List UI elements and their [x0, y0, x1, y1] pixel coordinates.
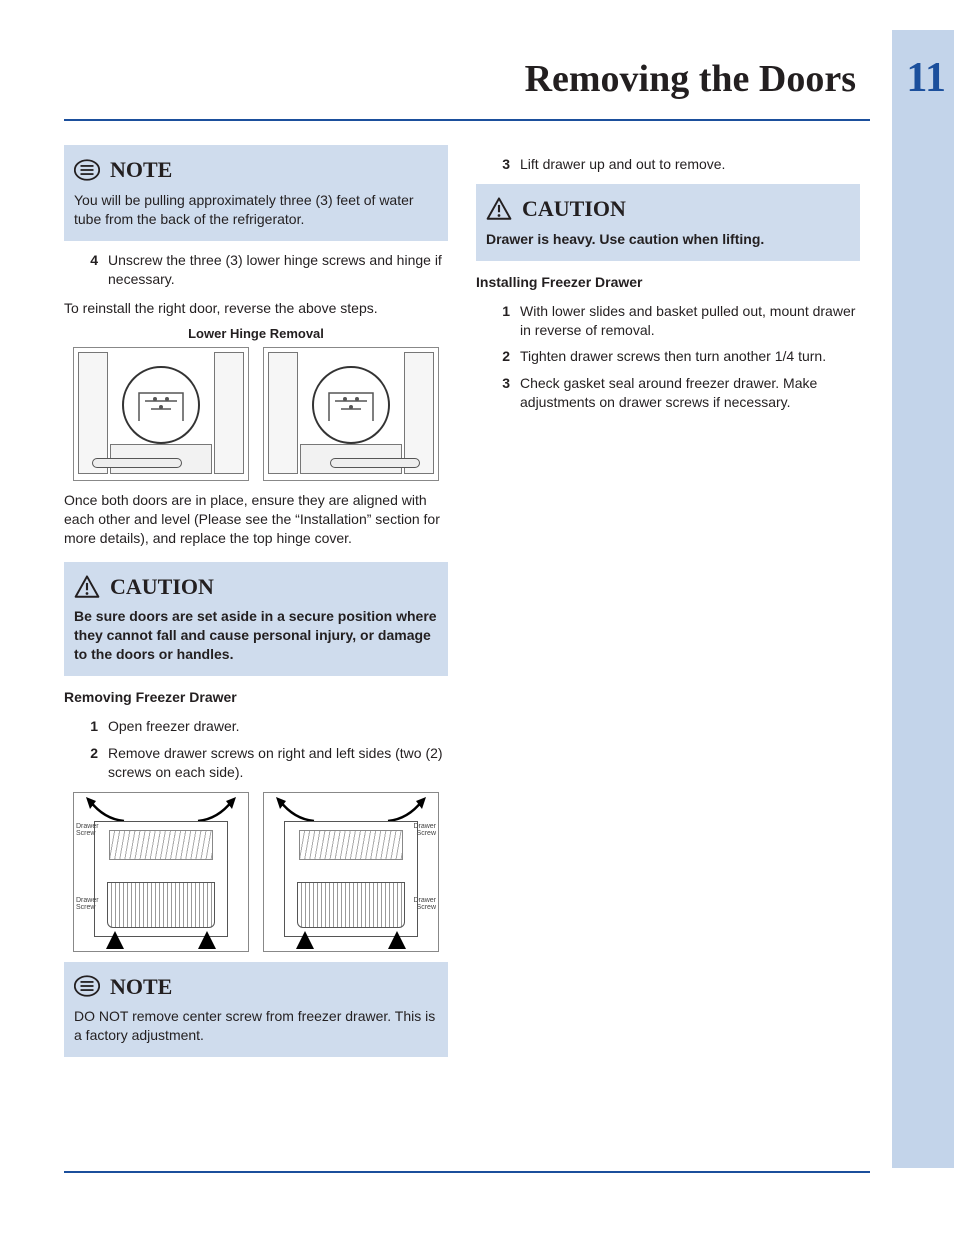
page-number: 11 [906, 50, 946, 107]
caution-heading: CAUTION [486, 194, 850, 224]
caution-label: CAUTION [110, 572, 214, 602]
list-item: 4 Unscrew the three (3) lower hinge scre… [64, 251, 448, 289]
note-heading: NOTE [74, 972, 438, 1002]
step-text: Open freezer drawer. [108, 717, 240, 736]
screw-label: Drawer Screw [76, 897, 104, 911]
page: 11 Removing the Doors NOTE You will be p… [0, 0, 954, 1235]
step-text: Check gasket seal around freezer drawer.… [520, 374, 860, 412]
step-text: Tighten drawer screws then turn another … [520, 347, 826, 366]
screw-label: Drawer Screw [76, 823, 104, 837]
note-icon [74, 973, 100, 999]
note-callout-2: NOTE DO NOT remove center screw from fre… [64, 962, 448, 1057]
caution-icon [74, 574, 100, 600]
caution-body: Be sure doors are set aside in a secure … [74, 607, 438, 664]
list-item: 1 Open freezer drawer. [64, 717, 448, 736]
footer-rule [64, 1171, 870, 1173]
list-item: 2 Tighten drawer screws then turn anothe… [476, 347, 860, 366]
reinstall-para: To reinstall the right door, reverse the… [64, 299, 448, 318]
list-item: 1 With lower slides and basket pulled ou… [476, 302, 860, 340]
hinge-figure-right [263, 347, 439, 481]
step-number: 3 [496, 374, 510, 412]
installing-drawer-heading: Installing Freezer Drawer [476, 273, 860, 292]
right-column: 3 Lift drawer up and out to remove. CAUT… [476, 145, 860, 1061]
note-body: You will be pulling approximately three … [74, 191, 438, 229]
header-rule [64, 119, 870, 121]
step-number: 2 [84, 744, 98, 782]
list-item: 3 Check gasket seal around freezer drawe… [476, 374, 860, 412]
list-item: 3 Lift drawer up and out to remove. [476, 155, 860, 174]
align-para: Once both doors are in place, ensure the… [64, 491, 448, 548]
drawer-figure-right: Drawer Screw Drawer Screw [263, 792, 439, 952]
caution-body: Drawer is heavy. Use caution when liftin… [486, 230, 850, 249]
note-icon [74, 157, 100, 183]
note-body: DO NOT remove center screw from freezer … [74, 1007, 438, 1045]
step-list: 4 Unscrew the three (3) lower hinge scre… [64, 251, 448, 289]
step-text: Lift drawer up and out to remove. [520, 155, 725, 174]
step-number: 3 [496, 155, 510, 174]
lift-step: 3 Lift drawer up and out to remove. [476, 155, 860, 174]
note-heading: NOTE [74, 155, 438, 185]
install-steps: 1 With lower slides and basket pulled ou… [476, 302, 860, 412]
caution-label: CAUTION [522, 194, 626, 224]
step-text: Remove drawer screws on right and left s… [108, 744, 448, 782]
remove-steps: 1 Open freezer drawer. 2 Remove drawer s… [64, 717, 448, 782]
step-text: With lower slides and basket pulled out,… [520, 302, 860, 340]
caution-callout-2: CAUTION Drawer is heavy. Use caution whe… [476, 184, 860, 261]
note-label: NOTE [110, 972, 172, 1002]
side-tab [892, 30, 954, 1168]
left-column: NOTE You will be pulling approximately t… [64, 145, 448, 1061]
figure-caption: Lower Hinge Removal [64, 325, 448, 343]
removing-drawer-heading: Removing Freezer Drawer [64, 688, 448, 707]
list-item: 2 Remove drawer screws on right and left… [64, 744, 448, 782]
step-number: 1 [84, 717, 98, 736]
step-text: Unscrew the three (3) lower hinge screws… [108, 251, 448, 289]
drawer-figure-row: Drawer Screw Drawer Screw Drawer Screw D… [64, 792, 448, 952]
drawer-figure-left: Drawer Screw Drawer Screw [73, 792, 249, 952]
step-number: 1 [496, 302, 510, 340]
step-number: 4 [84, 251, 98, 289]
screw-label: Drawer Screw [408, 897, 436, 911]
caution-icon [486, 196, 512, 222]
caution-callout-1: CAUTION Be sure doors are set aside in a… [64, 562, 448, 676]
page-title: Removing the Doors [64, 54, 932, 105]
step-number: 2 [496, 347, 510, 366]
note-label: NOTE [110, 155, 172, 185]
screw-label: Drawer Screw [408, 823, 436, 837]
note-callout-1: NOTE You will be pulling approximately t… [64, 145, 448, 240]
hinge-figure-left [73, 347, 249, 481]
hinge-figure-row [64, 347, 448, 481]
content-columns: NOTE You will be pulling approximately t… [64, 145, 860, 1061]
caution-heading: CAUTION [74, 572, 438, 602]
